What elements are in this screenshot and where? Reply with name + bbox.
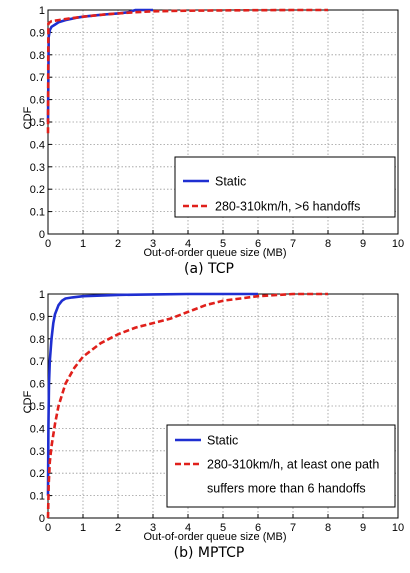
chart1-ytick-label: 0.3 [30,162,45,174]
chart2-ytick-label: 0.1 [30,491,45,503]
chart1-ytick-label: 1 [39,5,45,17]
chart2-legend-box [166,424,396,508]
chart2-ytick-label: 0.2 [30,468,45,480]
chart1-ytick-label: 0.2 [30,184,45,196]
chart2-ytick-label: 0 [39,513,45,525]
chart1-ytick-label: 0.1 [30,207,45,219]
chart2-series-static-line [46,292,258,496]
chart1-ytick-label: 0.5 [30,117,45,129]
chart2-xtick-label: 1 [80,522,86,534]
chart1-legend-label-highspeed: 280-310km/h, >6 handoffs [215,200,360,214]
chart1-xtick-label: 3 [150,238,156,250]
chart1-legend-label-static: Static [215,175,246,189]
chart1-x-axis-label: Out-of-order queue size (MB) [143,247,286,259]
chart2-ytick-label: 0.8 [30,334,45,346]
chart2-series-highspeed-line [46,292,328,519]
chart2-legend-label-highspeed: suffers more than 6 handoffs [207,482,366,496]
chart2-ytick-label: 0.9 [30,311,45,323]
chart2-legend-label-highspeed: 280-310km/h, at least one path [207,458,379,472]
chart1-y-axis-label: CDF [22,106,34,129]
chart2-ytick-label: 1 [39,289,45,301]
chart2-xtick-label: 7 [290,522,296,534]
chart2-xtick-label: 4 [185,522,191,534]
chart1-xtick-label: 5 [220,238,226,250]
chart1-series-static-line [46,8,153,123]
chart2-ytick-label: 0.6 [30,379,45,391]
chart1-ytick-label: 0.4 [30,139,45,151]
chart2-xtick-label: 10 [392,522,404,534]
chart2-ytick-label: 0.5 [30,401,45,413]
chart1-ytick-label: 0.8 [30,50,45,62]
chart2-caption: (b) MPTCP [174,545,245,561]
chart2-xtick-label: 3 [150,522,156,534]
chart1-legend-box [174,156,396,218]
chart2-legend-label-static: Static [207,434,238,448]
chart1-ytick-label: 0.6 [30,95,45,107]
chart2-xtick-label: 5 [220,522,226,534]
chart2-xtick-label: 8 [325,522,331,534]
chart1-xtick-label: 2 [115,238,121,250]
chart1-xtick-label: 1 [80,238,86,250]
chart1-ytick-label: 0.9 [30,27,45,39]
chart2-xtick-label: 6 [255,522,261,534]
chart1-caption: (a) TCP [184,261,234,277]
chart2-ytick-label: 0.3 [30,446,45,458]
chart1-xtick-label: 8 [325,238,331,250]
chart2-ytick-label: 0.4 [30,423,45,435]
chart2-ytick-label: 0.7 [30,356,45,368]
chart1-xtick-label: 0 [45,238,51,250]
chart2-x-axis-label: Out-of-order queue size (MB) [143,531,286,543]
chart1-xtick-label: 7 [290,238,296,250]
chart1-ytick-label: 0 [39,229,45,241]
chart1-xtick-label: 4 [185,238,191,250]
chart1-xtick-label: 6 [255,238,261,250]
chart1-series-highspeed-line [46,8,328,134]
chart2-xtick-label: 0 [45,522,51,534]
chart1-xtick-label: 9 [360,238,366,250]
chart1-xtick-label: 10 [392,238,404,250]
chart2-xtick-label: 2 [115,522,121,534]
chart2-y-axis-label: CDF [22,390,34,413]
chart2-xtick-label: 9 [360,522,366,534]
chart1-ytick-label: 0.7 [30,72,45,84]
